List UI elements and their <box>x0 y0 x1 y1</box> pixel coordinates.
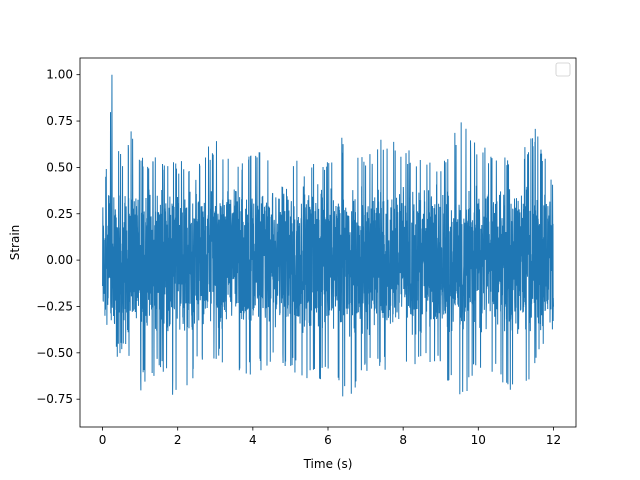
x-tick-label: 2 <box>174 433 182 447</box>
y-tick-label: 1.00 <box>46 68 73 82</box>
plot-area <box>102 74 554 397</box>
y-axis-ticks: −0.75 −0.50 −0.25 0.00 0.25 0.50 0.75 1.00 <box>36 68 80 406</box>
y-tick-label: 0.00 <box>46 253 73 267</box>
x-tick-label: 12 <box>546 433 561 447</box>
x-tick-label: 0 <box>99 433 107 447</box>
x-tick-label: 8 <box>399 433 407 447</box>
x-axis-ticks: 0 2 4 6 8 10 12 <box>99 427 561 447</box>
y-tick-label: −0.25 <box>36 299 73 313</box>
x-tick-label: 4 <box>249 433 257 447</box>
legend-box <box>555 62 571 77</box>
y-tick-label: −0.50 <box>36 346 73 360</box>
x-tick-label: 10 <box>471 433 486 447</box>
x-tick-label: 6 <box>324 433 332 447</box>
y-axis-label: Strain <box>8 225 22 261</box>
y-tick-label: 0.75 <box>46 114 73 128</box>
y-tick-label: −0.75 <box>36 392 73 406</box>
y-tick-label: 0.25 <box>46 207 73 221</box>
y-tick-label: 0.50 <box>46 160 73 174</box>
strain-series-line <box>102 74 554 397</box>
x-axis-label: Time (s) <box>303 457 353 471</box>
